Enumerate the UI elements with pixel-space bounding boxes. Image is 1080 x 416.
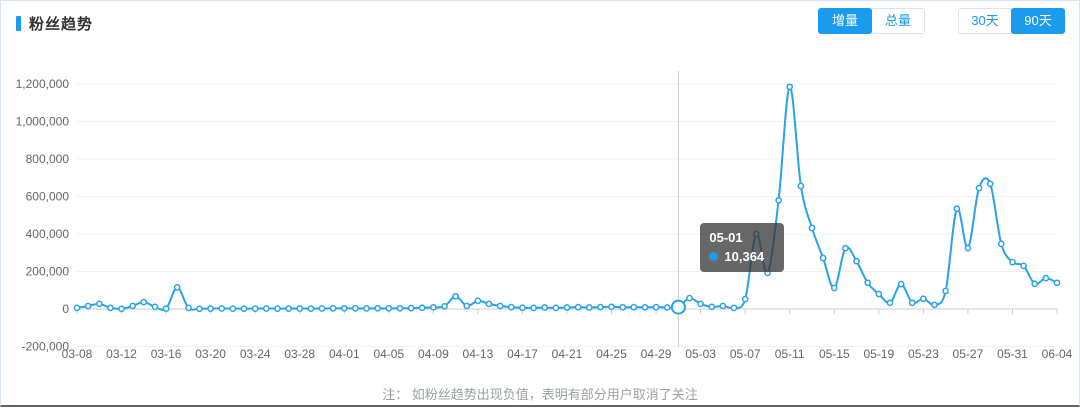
svg-text:03-24: 03-24 xyxy=(240,347,271,361)
svg-text:800,000: 800,000 xyxy=(26,152,70,166)
svg-text:05-23: 05-23 xyxy=(908,347,939,361)
chart-note: 注： 如粉丝趋势出现负值，表明有部分用户取消了关注 xyxy=(382,387,698,402)
svg-text:0: 0 xyxy=(62,302,69,316)
chart-tooltip: 05-01 10,364 xyxy=(700,223,785,272)
svg-text:-200,000: -200,000 xyxy=(22,340,70,354)
svg-text:1,200,000: 1,200,000 xyxy=(16,77,70,91)
svg-text:04-25: 04-25 xyxy=(596,347,627,361)
series-dot-icon xyxy=(709,252,719,261)
toggle-total-button[interactable]: 总量 xyxy=(871,8,925,34)
svg-text:03-20: 03-20 xyxy=(195,347,226,361)
highlight-point[interactable] xyxy=(670,299,686,315)
svg-text:04-01: 04-01 xyxy=(329,347,360,361)
svg-text:03-16: 03-16 xyxy=(151,347,182,361)
tooltip-date: 05-01 xyxy=(709,230,743,245)
svg-text:400,000: 400,000 xyxy=(26,227,70,241)
fans-trend-chart[interactable]: -200,000 0 200,000 400,000 600,000 800,000 1,0… xyxy=(1,1,1080,405)
toggle-increment-button[interactable]: 增量 xyxy=(818,8,872,34)
y-gridlines xyxy=(77,83,1057,347)
svg-text:03-12: 03-12 xyxy=(106,347,137,361)
page-title: 粉丝趋势 xyxy=(29,16,94,33)
svg-text:04-05: 04-05 xyxy=(373,347,404,361)
svg-text:05-07: 05-07 xyxy=(730,347,761,361)
svg-text:04-09: 04-09 xyxy=(418,347,449,361)
range-toggle-group: 30天 90天 xyxy=(958,8,1065,34)
svg-text:04-21: 04-21 xyxy=(552,347,583,361)
svg-text:1,000,000: 1,000,000 xyxy=(16,115,70,129)
title-accent-bar-icon xyxy=(16,16,21,31)
svg-text:05-15: 05-15 xyxy=(819,347,850,361)
toggle-30days-button[interactable]: 30天 xyxy=(958,8,1012,34)
svg-text:03-28: 03-28 xyxy=(284,347,315,361)
svg-text:05-19: 05-19 xyxy=(863,347,894,361)
svg-text:04-13: 04-13 xyxy=(463,347,494,361)
metric-toggle-group: 增量 总量 xyxy=(818,8,925,34)
fans-trend-card: -200,000 0 200,000 400,000 600,000 800,000 1,0… xyxy=(0,0,1080,407)
svg-text:05-11: 05-11 xyxy=(775,347,805,361)
x-axis-labels: 03-08 03-12 03-16 03-20 03-24 03-28 04-01 04-05… xyxy=(62,347,1073,361)
svg-text:05-27: 05-27 xyxy=(953,347,984,361)
svg-text:05-31: 05-31 xyxy=(997,347,1028,361)
svg-text:200,000: 200,000 xyxy=(26,265,70,279)
svg-text:04-29: 04-29 xyxy=(641,347,672,361)
svg-text:06-04: 06-04 xyxy=(1042,347,1073,361)
svg-text:03-08: 03-08 xyxy=(62,347,93,361)
svg-text:04-17: 04-17 xyxy=(507,347,538,361)
svg-text:05-03: 05-03 xyxy=(685,347,716,361)
card-header: 粉丝趋势 增量 总量 30天 90天 xyxy=(1,1,1079,41)
toggle-90days-button[interactable]: 90天 xyxy=(1011,8,1065,34)
tooltip-value: 10,364 xyxy=(724,249,765,264)
svg-text:600,000: 600,000 xyxy=(26,190,70,204)
data-points xyxy=(73,83,1061,313)
y-axis-labels: -200,000 0 200,000 400,000 600,000 800,000 1,0… xyxy=(16,77,70,354)
series-line xyxy=(76,85,1058,311)
